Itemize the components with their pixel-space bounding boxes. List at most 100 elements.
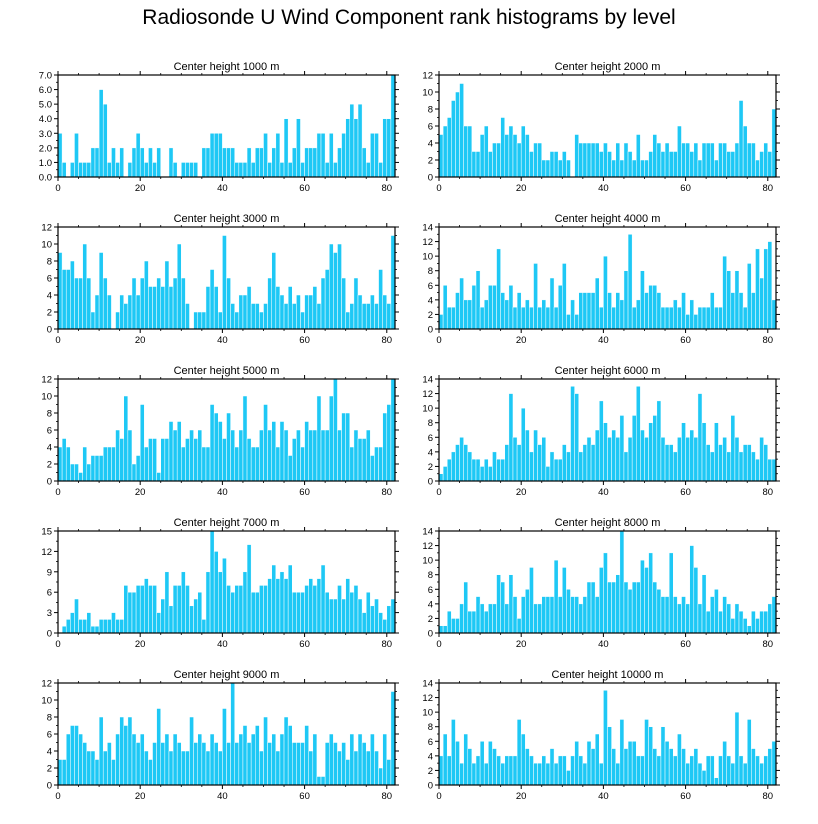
- histogram-bar: [316, 303, 322, 330]
- histogram-bar: [164, 733, 170, 786]
- histogram-bar: [660, 596, 666, 634]
- histogram-bar: [660, 306, 666, 330]
- histogram-bar: [738, 292, 744, 330]
- histogram-bar: [574, 134, 579, 178]
- histogram-bar: [267, 277, 272, 330]
- histogram-bar: [102, 446, 108, 482]
- histogram-bar: [127, 591, 133, 634]
- histogram-bar: [218, 421, 223, 482]
- histogram-bar: [94, 294, 100, 330]
- histogram-bar: [160, 598, 166, 634]
- histogram-bar: [475, 270, 481, 330]
- histogram-bar: [168, 421, 174, 482]
- histogram-bar: [656, 755, 662, 786]
- histogram-bar: [549, 596, 555, 634]
- histogram-bar: [471, 151, 477, 178]
- histogram-bar: [345, 118, 351, 178]
- x-tick-label: 40: [217, 487, 228, 498]
- histogram-bar: [677, 437, 682, 482]
- histogram-bar: [648, 422, 653, 482]
- histogram-bar: [685, 437, 690, 482]
- histogram-bar: [615, 574, 621, 634]
- histogram-bar: [738, 451, 744, 482]
- histogram-bar: [504, 299, 510, 330]
- histogram-bar: [562, 151, 567, 178]
- histogram-bar: [488, 466, 493, 482]
- histogram-bar: [230, 147, 235, 178]
- histogram-bar: [500, 292, 506, 330]
- histogram-bar: [283, 716, 289, 786]
- y-tick-label: 2: [47, 308, 52, 319]
- y-tick-label: 10: [422, 404, 433, 415]
- histogram-bar: [714, 777, 719, 786]
- x-tick-label: 60: [299, 791, 310, 802]
- histogram-bar: [115, 429, 120, 482]
- histogram-bar: [508, 125, 514, 178]
- y-tick-label: 0: [428, 477, 433, 488]
- x-tick-label: 20: [516, 335, 527, 346]
- histogram-bar: [525, 589, 530, 634]
- histogram-bar: [463, 581, 469, 634]
- histogram-bar: [386, 404, 392, 482]
- histogram-bar: [259, 585, 264, 634]
- histogram-bar: [374, 750, 379, 786]
- histogram-bar: [115, 311, 120, 330]
- y-tick-label: 2: [47, 764, 52, 775]
- histogram-bar: [562, 567, 567, 634]
- histogram-bar: [681, 748, 686, 786]
- histogram-bar: [111, 147, 116, 178]
- y-tick-label: 14: [422, 223, 433, 234]
- x-tick-label: 0: [55, 791, 60, 802]
- histogram-bar: [324, 591, 330, 634]
- histogram-bar: [603, 142, 608, 178]
- x-tick-label: 20: [516, 487, 527, 498]
- histogram-bar: [168, 147, 174, 178]
- histogram-bar: [660, 151, 666, 178]
- histogram-bar: [361, 612, 367, 634]
- histogram-bar: [283, 578, 289, 634]
- histogram-bar: [279, 421, 285, 482]
- x-tick-label: 0: [55, 639, 60, 650]
- histogram-bar: [500, 458, 506, 482]
- x-tick-label: 40: [598, 335, 609, 346]
- histogram-bar: [82, 243, 88, 330]
- x-tick-label: 40: [598, 639, 609, 650]
- histogram-bar: [475, 458, 481, 482]
- histogram-bar: [689, 151, 695, 178]
- panel-title: Center height 9000 m: [174, 669, 280, 681]
- chart-panel-3: Center height 3000 m 0 2 4 6 8 10 12 0 20 40 60 80: [41, 213, 399, 346]
- histogram-bar: [496, 458, 501, 482]
- histogram-bar: [246, 544, 252, 634]
- y-tick-label: 8: [428, 418, 433, 429]
- histogram-bar: [734, 270, 740, 330]
- histogram-bar: [603, 422, 608, 482]
- histogram-bar: [755, 248, 760, 330]
- histogram-bar: [386, 303, 392, 330]
- x-tick-label: 40: [217, 335, 228, 346]
- histogram-bar: [549, 748, 555, 786]
- histogram-bar: [238, 733, 244, 786]
- y-tick-label: 12: [41, 547, 52, 558]
- histogram-bar: [279, 294, 285, 330]
- histogram-bar: [127, 294, 133, 330]
- histogram-bar: [763, 755, 769, 786]
- histogram-bar: [553, 151, 559, 178]
- histogram-bar: [738, 755, 744, 786]
- histogram-bar: [656, 400, 662, 482]
- histogram-bar: [557, 285, 563, 330]
- histogram-bar: [283, 118, 289, 178]
- histogram-bar: [553, 306, 559, 330]
- histogram-bar: [504, 755, 510, 786]
- histogram-bar: [250, 733, 256, 786]
- histogram-bar: [61, 269, 67, 330]
- figure-title: Radiosonde U Wind Component rank histogr…: [142, 6, 676, 29]
- histogram-bar: [483, 458, 489, 482]
- histogram-bar: [475, 151, 481, 178]
- histogram-bar: [623, 581, 629, 634]
- histogram-bar: [746, 142, 752, 178]
- x-tick-label: 80: [762, 183, 773, 194]
- histogram-bar: [230, 429, 235, 482]
- y-tick-label: 14: [422, 375, 433, 386]
- histogram-bar: [345, 311, 351, 330]
- x-tick-label: 40: [217, 639, 228, 650]
